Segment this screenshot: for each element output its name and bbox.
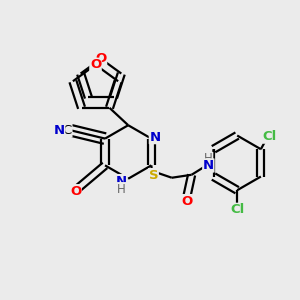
Text: H: H bbox=[204, 152, 213, 165]
Text: O: O bbox=[95, 52, 106, 65]
Text: N: N bbox=[116, 175, 127, 188]
Text: H: H bbox=[117, 183, 126, 196]
Text: N: N bbox=[54, 124, 65, 137]
Text: Cl: Cl bbox=[263, 130, 277, 143]
Text: O: O bbox=[181, 195, 192, 208]
Text: N: N bbox=[149, 130, 161, 144]
Text: N: N bbox=[203, 159, 214, 172]
Text: S: S bbox=[149, 169, 158, 182]
Text: O: O bbox=[70, 185, 81, 198]
Text: O: O bbox=[90, 58, 101, 71]
Text: Cl: Cl bbox=[230, 203, 244, 216]
Text: C: C bbox=[63, 124, 72, 137]
